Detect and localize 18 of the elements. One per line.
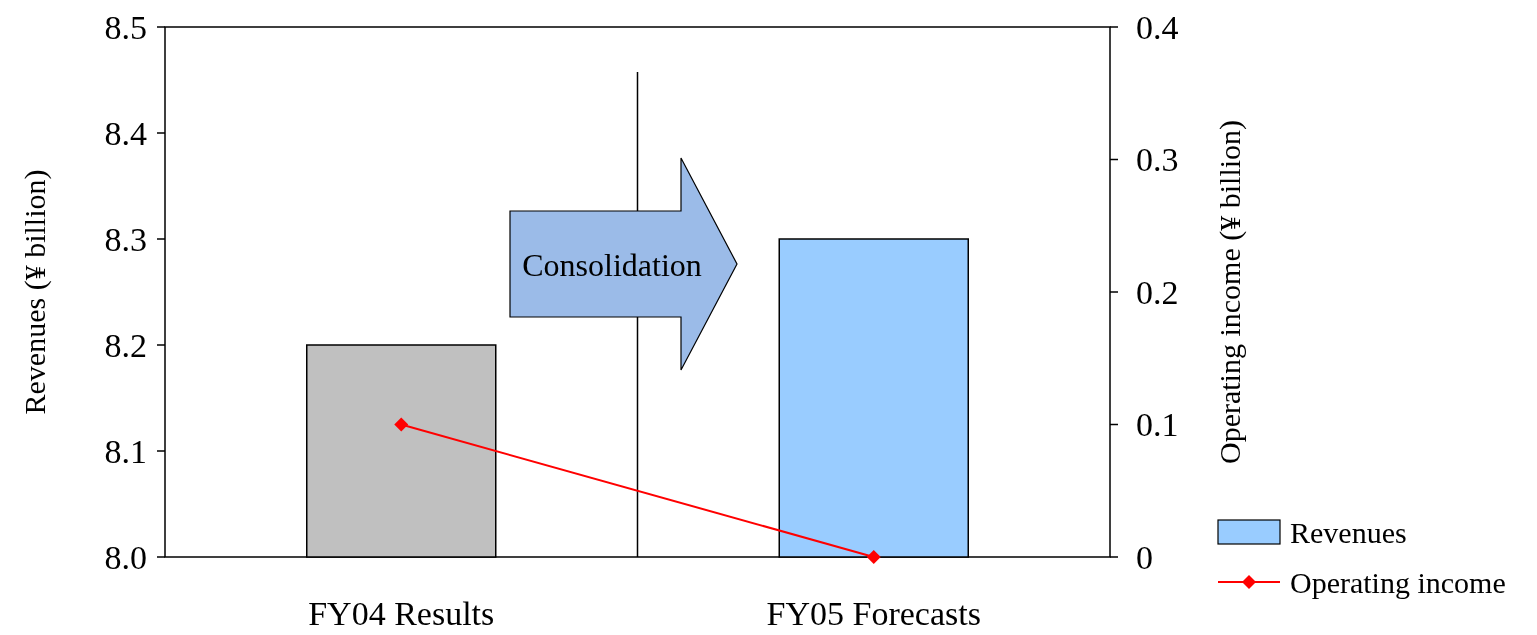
y-axis-title: Revenues (¥ billion) (18, 169, 52, 415)
x-tick-label: FY05 Forecasts (766, 595, 981, 632)
y2-tick-label: 0.2 (1136, 273, 1179, 311)
y-tick-label: 8.0 (104, 538, 147, 576)
y-tick-label: 8.3 (104, 220, 147, 258)
y2-tick-label: 0.4 (1136, 8, 1179, 46)
y-tick-label: 8.2 (104, 326, 147, 364)
legend-label: Operating income (1290, 565, 1506, 599)
y2-axis-title: Operating income (¥ billion) (1213, 119, 1247, 465)
x-tick-label: FY04 Results (308, 595, 495, 632)
y-tick-label: 8.4 (104, 114, 147, 152)
y-tick-label: 8.1 (104, 432, 147, 470)
y-tick-label: 8.5 (104, 8, 147, 46)
y2-tick-label: 0.1 (1136, 406, 1179, 444)
legend-label: Revenues (1290, 515, 1407, 549)
y2-tick-label: 0.3 (1136, 141, 1179, 179)
annotation: Consolidation (522, 247, 702, 283)
y2-tick-label: 0 (1136, 538, 1153, 576)
